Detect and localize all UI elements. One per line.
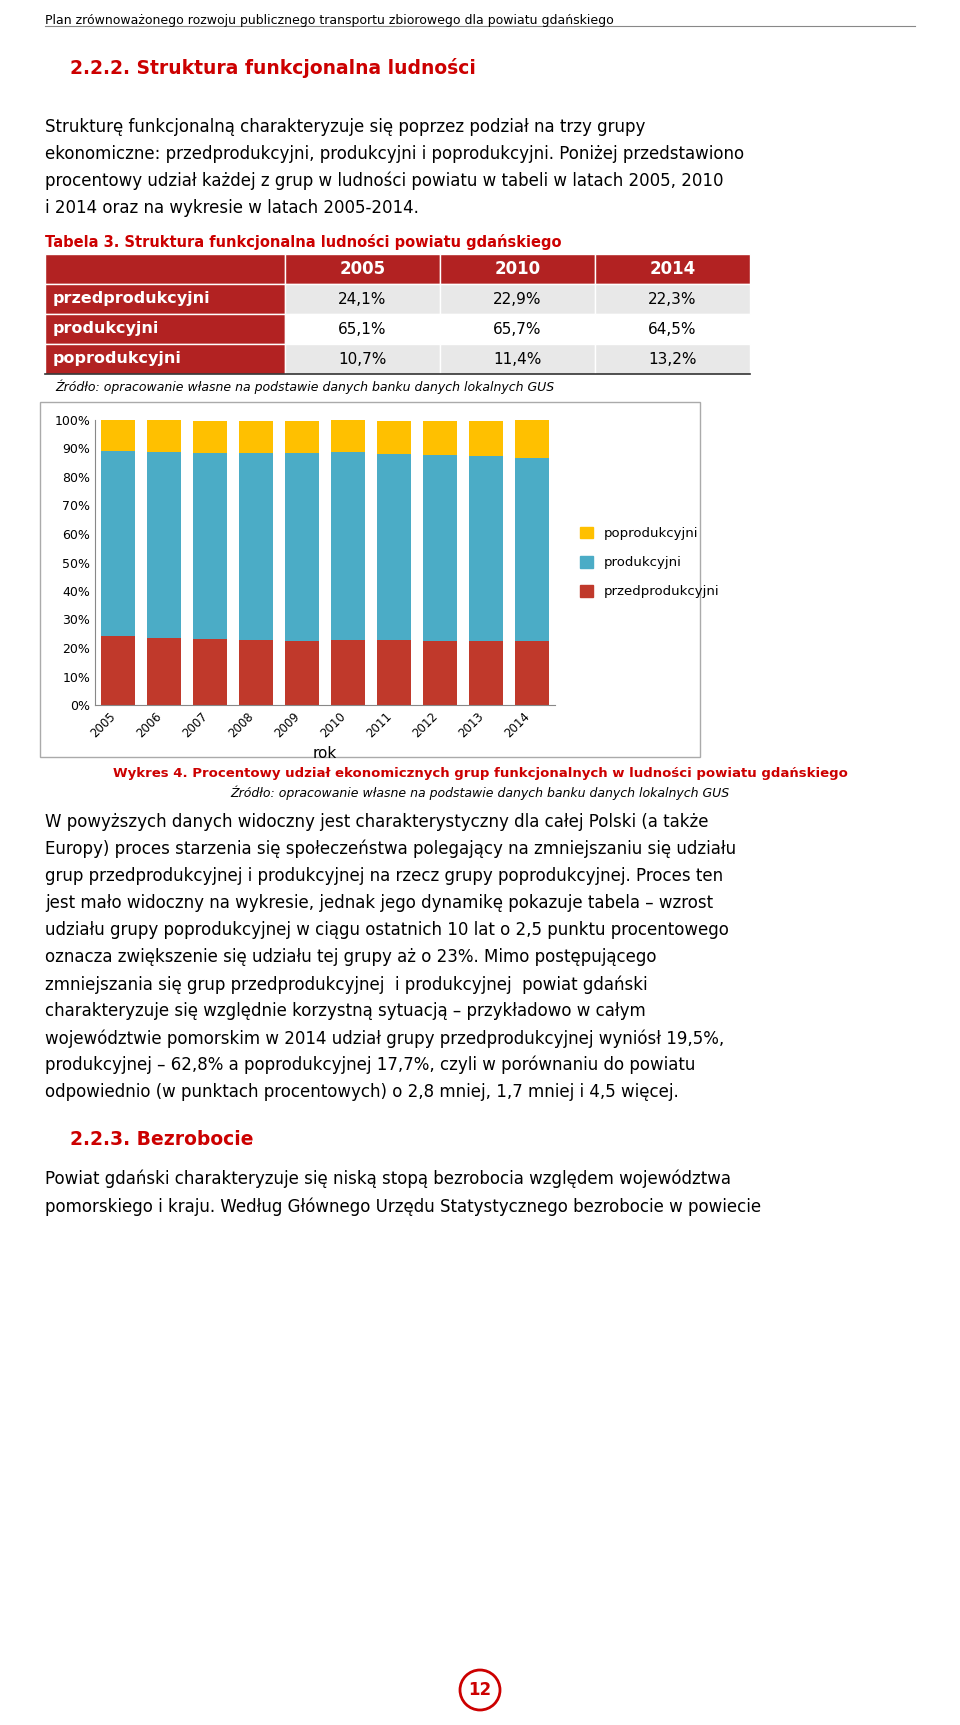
Text: zmniejszania się grup przedprodukcyjnej  i produkcyjnej  powiat gdański: zmniejszania się grup przedprodukcyjnej … xyxy=(45,975,648,994)
Bar xyxy=(440,314,595,343)
Bar xyxy=(45,254,285,285)
Text: 2010: 2010 xyxy=(494,260,540,278)
Text: Strukturę funkcjonalną charakteryzuje się poprzez podział na trzy grupy: Strukturę funkcjonalną charakteryzuje si… xyxy=(45,117,645,136)
Bar xyxy=(239,640,273,706)
Text: grup przedprodukcyjnej i produkcyjnej na rzecz grupy poprodukcyjnej. Proces ten: grup przedprodukcyjnej i produkcyjnej na… xyxy=(45,868,723,885)
Text: 65,7%: 65,7% xyxy=(493,321,541,336)
Text: 10,7%: 10,7% xyxy=(338,352,387,366)
Bar xyxy=(285,640,319,706)
Text: pomorskiego i kraju. Według Głównego Urzędu Statystycznego bezrobocie w powiecie: pomorskiego i kraju. Według Głównego Urz… xyxy=(45,1197,761,1216)
Bar xyxy=(595,254,750,285)
Bar xyxy=(516,419,548,457)
Text: oznacza zwiększenie się udziału tej grupy aż o 23%. Mimo postępującego: oznacza zwiększenie się udziału tej grup… xyxy=(45,949,657,966)
Bar xyxy=(45,343,285,374)
Text: 2014: 2014 xyxy=(649,260,696,278)
Bar xyxy=(377,421,411,454)
Bar xyxy=(469,421,503,457)
Bar xyxy=(595,314,750,343)
Bar xyxy=(40,402,700,757)
Bar xyxy=(193,640,227,706)
Bar xyxy=(45,285,285,314)
Bar xyxy=(102,450,134,637)
Bar xyxy=(239,421,273,454)
Text: procentowy udział każdej z grup w ludności powiatu w tabeli w latach 2005, 2010: procentowy udział każdej z grup w ludnoś… xyxy=(45,172,724,190)
Bar xyxy=(516,642,548,706)
Bar xyxy=(423,642,457,706)
Text: W powyższych danych widoczny jest charakterystyczny dla całej Polski (a także: W powyższych danych widoczny jest charak… xyxy=(45,812,708,831)
Text: udziału grupy poprodukcyjnej w ciągu ostatnich 10 lat o 2,5 punktu procentowego: udziału grupy poprodukcyjnej w ciągu ost… xyxy=(45,921,729,938)
Bar xyxy=(45,314,285,343)
Bar xyxy=(423,421,457,455)
Text: produkcyjnej – 62,8% a poprodukcyjnej 17,7%, czyli w porównaniu do powiatu: produkcyjnej – 62,8% a poprodukcyjnej 17… xyxy=(45,1056,695,1075)
Bar xyxy=(193,452,227,640)
Bar xyxy=(285,285,440,314)
Text: Europy) proces starzenia się społeczeństwa polegający na zmniejszaniu się udział: Europy) proces starzenia się społeczeńst… xyxy=(45,840,736,859)
Text: jest mało widoczny na wykresie, jednak jego dynamikę pokazuje tabela – wzrost: jest mało widoczny na wykresie, jednak j… xyxy=(45,894,713,913)
Bar xyxy=(440,285,595,314)
Bar xyxy=(193,421,227,452)
Text: 13,2%: 13,2% xyxy=(648,352,697,366)
Bar xyxy=(148,638,180,706)
Circle shape xyxy=(460,1670,500,1709)
Text: 2.2.2. Struktura funkcjonalna ludności: 2.2.2. Struktura funkcjonalna ludności xyxy=(70,59,476,78)
Text: przedprodukcyjni: przedprodukcyjni xyxy=(53,292,210,307)
Bar xyxy=(102,421,134,450)
Text: odpowiednio (w punktach procentowych) o 2,8 mniej, 1,7 mniej i 4,5 więcej.: odpowiednio (w punktach procentowych) o … xyxy=(45,1083,679,1101)
Bar xyxy=(331,452,365,640)
Bar xyxy=(239,454,273,640)
Bar xyxy=(423,455,457,642)
Text: Powiat gdański charakteryzuje się niską stopą bezrobocia względem województwa: Powiat gdański charakteryzuje się niską … xyxy=(45,1170,731,1189)
Text: Plan zrównoważonego rozwoju publicznego transportu zbiorowego dla powiatu gdańsk: Plan zrównoważonego rozwoju publicznego … xyxy=(45,14,613,28)
Bar xyxy=(148,452,180,638)
Text: i 2014 oraz na wykresie w latach 2005-2014.: i 2014 oraz na wykresie w latach 2005-20… xyxy=(45,198,419,217)
Text: 65,1%: 65,1% xyxy=(338,321,387,336)
Bar xyxy=(516,457,548,642)
Text: Źródło: opracowanie własne na podstawie danych banku danych lokalnych GUS: Źródło: opracowanie własne na podstawie … xyxy=(55,380,554,395)
Bar xyxy=(331,419,365,452)
Text: 22,9%: 22,9% xyxy=(493,292,541,307)
Bar xyxy=(440,343,595,374)
Bar xyxy=(285,314,440,343)
Text: ekonomiczne: przedprodukcyjni, produkcyjni i poprodukcyjni. Poniżej przedstawion: ekonomiczne: przedprodukcyjni, produkcyj… xyxy=(45,145,744,162)
Bar xyxy=(595,285,750,314)
Text: poprodukcyjni: poprodukcyjni xyxy=(53,352,181,366)
Bar xyxy=(285,421,319,454)
Text: produkcyjni: produkcyjni xyxy=(53,321,159,336)
Text: 2.2.3. Bezrobocie: 2.2.3. Bezrobocie xyxy=(70,1130,253,1149)
Text: 22,3%: 22,3% xyxy=(648,292,697,307)
Bar xyxy=(331,640,365,706)
Text: 12: 12 xyxy=(468,1680,492,1699)
Bar xyxy=(285,343,440,374)
Bar xyxy=(148,421,180,452)
Bar xyxy=(469,642,503,706)
X-axis label: rok: rok xyxy=(313,745,337,761)
Text: Wykres 4. Procentowy udział ekonomicznych grup funkcjonalnych w ludności powiatu: Wykres 4. Procentowy udział ekonomicznyc… xyxy=(112,768,848,780)
Text: 11,4%: 11,4% xyxy=(493,352,541,366)
Text: 24,1%: 24,1% xyxy=(338,292,387,307)
Bar xyxy=(102,637,134,706)
Legend: poprodukcyjni, produkcyjni, przedprodukcyjni: poprodukcyjni, produkcyjni, przedprodukc… xyxy=(580,526,719,599)
Text: 64,5%: 64,5% xyxy=(648,321,697,336)
Bar xyxy=(595,343,750,374)
Bar xyxy=(440,254,595,285)
Text: Tabela 3. Struktura funkcjonalna ludności powiatu gdańskiego: Tabela 3. Struktura funkcjonalna ludnośc… xyxy=(45,235,562,250)
Text: 2005: 2005 xyxy=(340,260,386,278)
Bar xyxy=(377,640,411,706)
Bar xyxy=(285,454,319,640)
Bar xyxy=(469,457,503,642)
Bar xyxy=(285,254,440,285)
Bar xyxy=(377,454,411,640)
Text: województwie pomorskim w 2014 udział grupy przedprodukcyjnej wyniósł 19,5%,: województwie pomorskim w 2014 udział gru… xyxy=(45,1030,724,1047)
Text: Źródło: opracowanie własne na podstawie danych banku danych lokalnych GUS: Źródło: opracowanie własne na podstawie … xyxy=(230,785,730,799)
Text: charakteryzuje się względnie korzystną sytuacją – przykładowo w całym: charakteryzuje się względnie korzystną s… xyxy=(45,1002,646,1019)
